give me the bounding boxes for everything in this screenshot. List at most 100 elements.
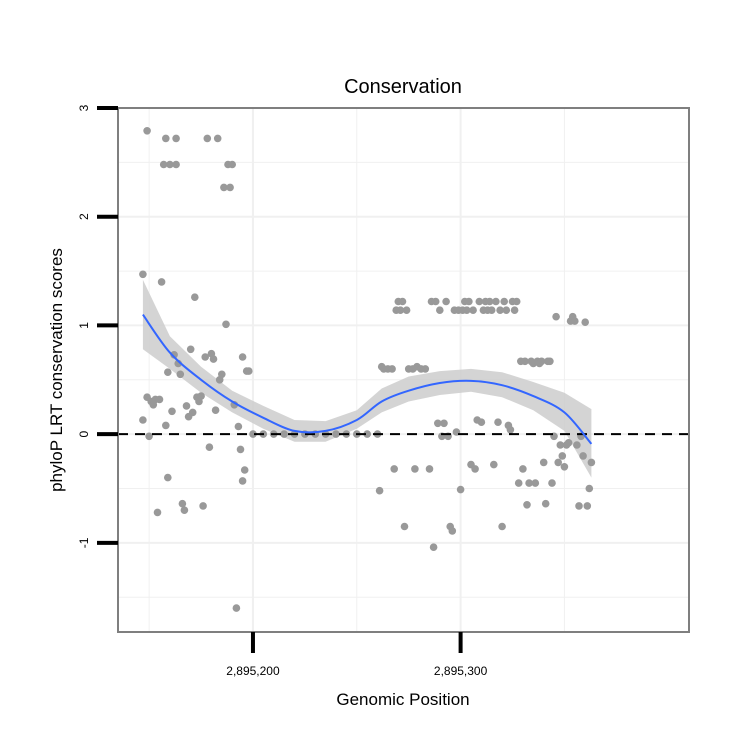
y-axis-title: phyloP LRT conservation scores <box>47 248 66 492</box>
data-point <box>431 297 440 306</box>
data-point <box>145 432 153 441</box>
data-point <box>280 430 288 438</box>
data-point <box>172 134 180 143</box>
data-point <box>583 502 592 510</box>
data-point <box>514 479 523 487</box>
data-point <box>510 306 519 315</box>
data-point <box>519 465 527 473</box>
data-point <box>209 355 218 363</box>
data-point <box>234 422 243 431</box>
data-point <box>172 160 180 169</box>
data-point <box>162 421 170 430</box>
data-point <box>456 485 465 494</box>
x-tick-label: 2,895,200 <box>226 664 280 678</box>
data-point <box>502 306 511 315</box>
data-point <box>226 183 234 192</box>
data-point <box>164 473 172 482</box>
data-point <box>388 365 396 373</box>
data-point <box>477 418 486 427</box>
data-point <box>191 293 199 302</box>
data-point <box>485 297 494 306</box>
data-point <box>197 392 205 400</box>
chart-title: Conservation <box>344 76 462 98</box>
data-point <box>440 419 448 428</box>
data-point <box>238 477 247 485</box>
data-point <box>571 317 579 325</box>
panel-border <box>117 107 690 633</box>
data-point <box>496 306 504 315</box>
data-point <box>398 297 407 306</box>
data-point <box>199 502 207 510</box>
y-tick-label: 3 <box>77 104 91 111</box>
y-tick-label: 2 <box>77 213 91 220</box>
data-point <box>525 479 533 487</box>
data-point <box>552 312 560 321</box>
data-point <box>558 452 567 460</box>
data-point <box>411 465 419 473</box>
data-point <box>363 430 372 438</box>
data-point <box>556 441 565 449</box>
data-point <box>238 353 247 361</box>
data-point <box>463 306 471 315</box>
data-point <box>203 134 212 143</box>
data-point <box>498 522 506 531</box>
data-point <box>188 408 197 417</box>
data-point <box>240 466 249 474</box>
data-point <box>500 297 509 306</box>
data-point <box>157 278 166 286</box>
data-point <box>475 297 484 306</box>
y-tick-label: 1 <box>77 322 91 329</box>
x-axis-title: Genomic Position <box>336 690 469 709</box>
data-point <box>506 426 515 434</box>
data-point <box>448 527 457 535</box>
data-point <box>548 479 556 487</box>
data-point <box>421 365 430 373</box>
data-point <box>249 430 257 438</box>
data-point <box>162 134 170 143</box>
data-point <box>546 357 554 366</box>
data-point <box>521 357 529 366</box>
data-point <box>170 351 178 359</box>
data-point <box>560 463 569 471</box>
data-point <box>531 479 540 487</box>
y-tick-label: 0 <box>77 430 91 437</box>
data-point <box>176 370 185 379</box>
data-point <box>434 419 442 428</box>
data-point <box>166 160 174 169</box>
data-point <box>487 306 496 315</box>
data-point <box>425 465 434 473</box>
data-point <box>575 502 583 510</box>
data-point <box>232 604 241 612</box>
data-point <box>218 370 226 379</box>
data-point <box>139 416 147 424</box>
data-point <box>213 134 222 143</box>
y-tick-label: -1 <box>77 537 91 548</box>
data-point <box>153 508 162 517</box>
data-point <box>205 443 214 452</box>
data-point <box>523 501 531 509</box>
data-point <box>471 465 479 473</box>
data-point <box>245 367 253 375</box>
data-point <box>537 357 546 366</box>
data-point <box>211 406 220 415</box>
data-point <box>469 306 477 315</box>
data-point <box>139 270 147 279</box>
data-point <box>539 458 548 467</box>
data-point <box>236 445 245 454</box>
data-point <box>541 499 550 508</box>
data-point <box>180 506 189 514</box>
data-point <box>201 353 209 361</box>
data-point <box>564 439 573 447</box>
data-point <box>222 320 230 329</box>
data-point <box>186 345 195 354</box>
data-point <box>581 318 589 327</box>
data-point <box>512 297 521 306</box>
plot-panel <box>117 107 690 633</box>
data-point <box>492 297 500 306</box>
data-point <box>429 543 438 551</box>
data-point <box>178 499 187 508</box>
data-point <box>143 127 151 135</box>
data-point <box>490 460 498 469</box>
data-point <box>494 418 502 427</box>
